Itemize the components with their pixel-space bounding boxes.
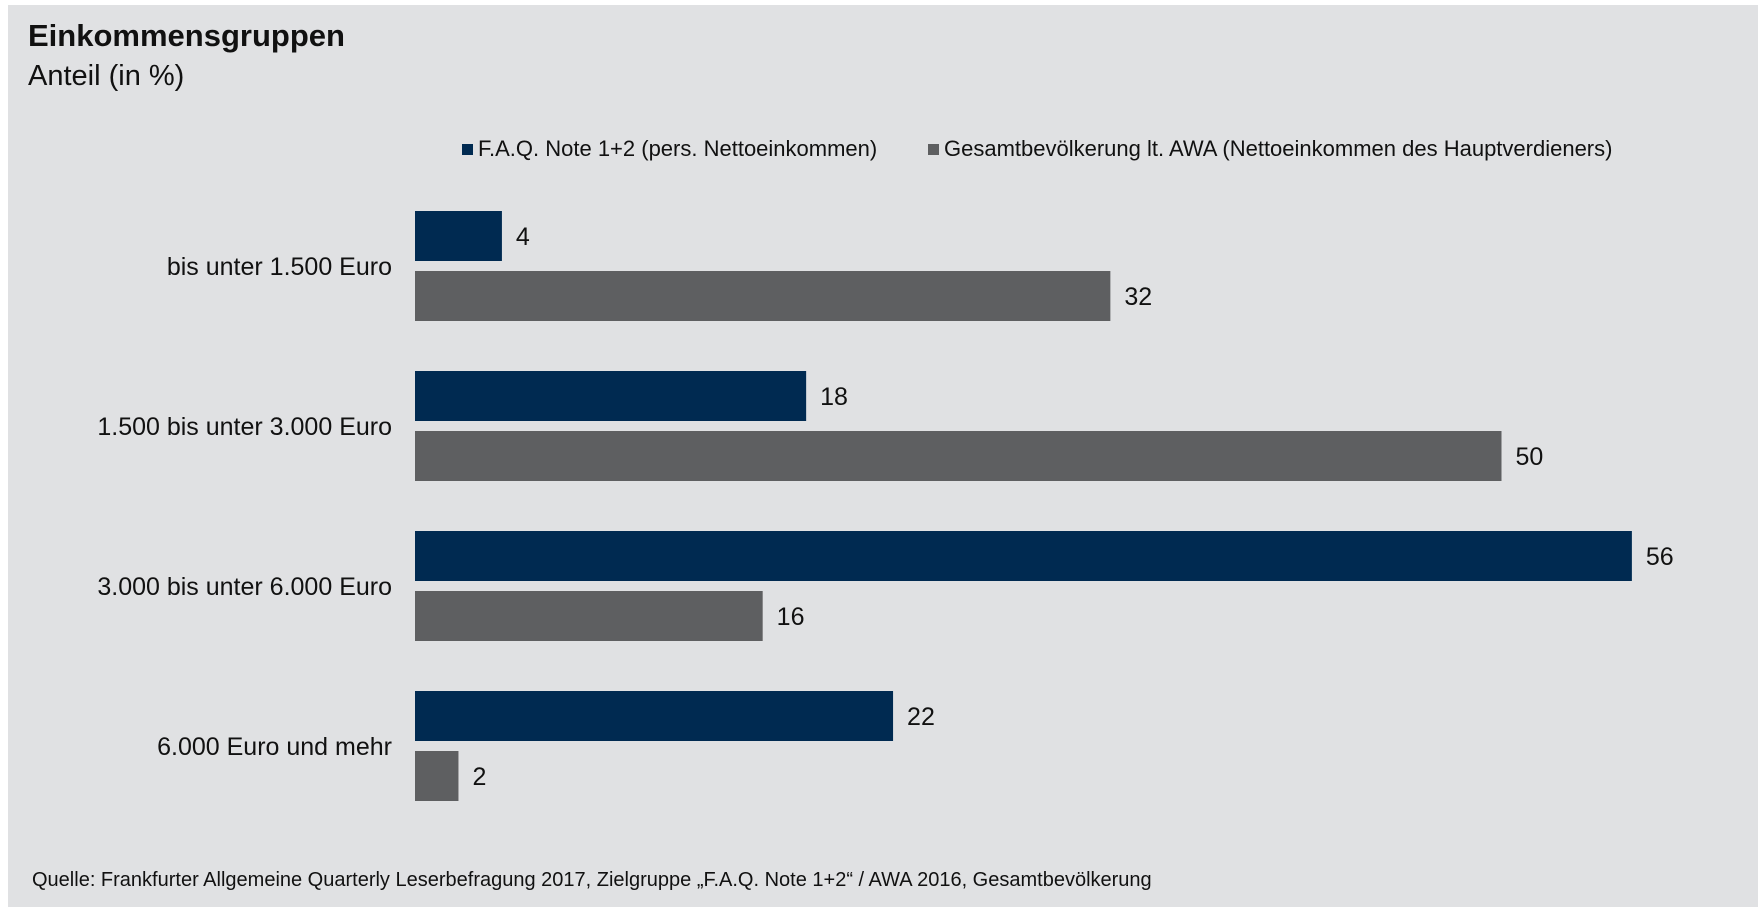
legend-item-faq: F.A.Q. Note 1+2 (pers. Nettoeinkommen) xyxy=(462,136,877,162)
data-label: 2 xyxy=(472,763,486,791)
bar-faq xyxy=(415,371,807,421)
bar-faq xyxy=(415,531,1632,581)
bar-faq xyxy=(415,211,502,261)
legend-swatch-faq xyxy=(462,143,473,155)
legend-label-awa: Gesamtbevölkerung lt. AWA (Nettoeinkomme… xyxy=(944,136,1613,161)
category-label: 6.000 Euro und mehr xyxy=(157,733,392,761)
legend-item-awa: Gesamtbevölkerung lt. AWA (Nettoeinkomme… xyxy=(928,136,1612,162)
data-label: 56 xyxy=(1646,543,1674,571)
data-label: 18 xyxy=(820,383,848,411)
bar-awa xyxy=(415,271,1111,321)
source-note: Quelle: Frankfurter Allgemeine Quarterly… xyxy=(32,869,1152,891)
category-label: 3.000 bis unter 6.000 Euro xyxy=(97,573,392,601)
data-label: 22 xyxy=(907,703,935,731)
category-label: 1.500 bis unter 3.000 Euro xyxy=(97,413,392,441)
data-label: 32 xyxy=(1124,283,1152,311)
data-label: 16 xyxy=(777,603,805,631)
data-label: 50 xyxy=(1516,443,1544,471)
legend-swatch-awa xyxy=(928,143,939,155)
bar-awa xyxy=(415,591,763,641)
chart-subtitle: Anteil (in %) xyxy=(28,60,185,92)
bar-awa xyxy=(415,751,459,801)
legend-label-faq: F.A.Q. Note 1+2 (pers. Nettoeinkommen) xyxy=(478,136,878,161)
bar-faq xyxy=(415,691,894,741)
data-label: 4 xyxy=(516,223,530,251)
chart-title: Einkommensgruppen xyxy=(28,18,345,53)
category-label: bis unter 1.500 Euro xyxy=(167,253,392,281)
bar-awa xyxy=(415,431,1502,481)
